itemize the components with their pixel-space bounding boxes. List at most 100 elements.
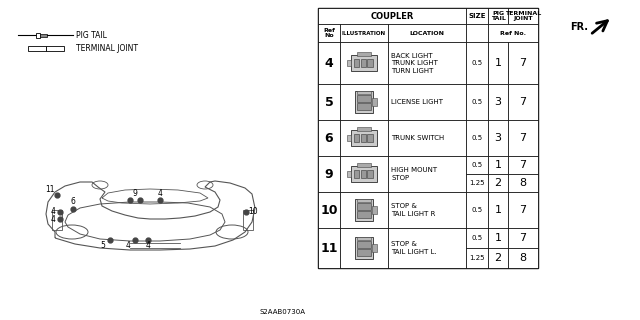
- Text: 0.5: 0.5: [472, 207, 483, 213]
- Text: 1: 1: [495, 58, 502, 68]
- Text: PIG TAIL: PIG TAIL: [76, 30, 107, 39]
- Text: STOP &
TAIL LIGHT L.: STOP & TAIL LIGHT L.: [391, 241, 436, 255]
- Text: 0.5: 0.5: [472, 135, 483, 141]
- Bar: [466, 156, 488, 174]
- Text: 7: 7: [520, 205, 527, 215]
- Bar: [318, 84, 340, 120]
- Text: LOCATION: LOCATION: [410, 30, 445, 36]
- Text: Ref No.: Ref No.: [500, 30, 526, 36]
- Text: 10: 10: [320, 204, 338, 217]
- Bar: [508, 8, 538, 24]
- Bar: [357, 203, 371, 210]
- Bar: [340, 120, 388, 156]
- Bar: [466, 228, 488, 248]
- Bar: [52, 210, 62, 230]
- Bar: [488, 192, 508, 228]
- Bar: [355, 91, 373, 113]
- Bar: [508, 174, 538, 192]
- Bar: [357, 237, 371, 240]
- Text: Ref
No: Ref No: [323, 28, 335, 38]
- Text: 10: 10: [248, 207, 258, 217]
- Bar: [388, 156, 466, 192]
- Bar: [354, 134, 359, 142]
- Bar: [46, 45, 64, 51]
- Text: S2AAB0730A: S2AAB0730A: [259, 309, 305, 315]
- Bar: [488, 120, 508, 156]
- Text: 4: 4: [51, 215, 56, 225]
- Text: ILLUSTRATION: ILLUSTRATION: [342, 30, 386, 36]
- Bar: [508, 248, 538, 268]
- Bar: [340, 84, 388, 120]
- Bar: [318, 42, 340, 84]
- Text: 4: 4: [51, 207, 56, 217]
- Bar: [36, 33, 40, 37]
- Text: 2: 2: [495, 253, 502, 263]
- Text: FR.: FR.: [570, 22, 588, 32]
- Text: 0.5: 0.5: [472, 60, 483, 66]
- Bar: [388, 84, 466, 120]
- Text: 1: 1: [495, 233, 502, 243]
- Bar: [372, 244, 377, 252]
- Bar: [466, 192, 488, 228]
- Text: 4: 4: [157, 188, 163, 197]
- Bar: [340, 24, 388, 42]
- Bar: [508, 84, 538, 120]
- Bar: [351, 130, 377, 146]
- Bar: [508, 228, 538, 248]
- Bar: [488, 228, 508, 248]
- Text: 4: 4: [145, 241, 150, 250]
- Bar: [508, 156, 538, 174]
- Bar: [347, 171, 351, 177]
- Bar: [466, 248, 488, 268]
- Bar: [357, 249, 371, 256]
- Text: 8: 8: [520, 178, 527, 188]
- Text: 7: 7: [520, 97, 527, 107]
- Text: 1.25: 1.25: [469, 180, 484, 186]
- Bar: [466, 24, 488, 42]
- Bar: [488, 174, 508, 192]
- Bar: [508, 192, 538, 228]
- Bar: [318, 156, 340, 192]
- Text: 11: 11: [45, 185, 55, 194]
- Bar: [318, 120, 340, 156]
- Bar: [340, 192, 388, 228]
- Bar: [508, 120, 538, 156]
- Text: 7: 7: [520, 58, 527, 68]
- Text: 5: 5: [324, 95, 333, 108]
- Bar: [340, 228, 388, 268]
- Bar: [466, 120, 488, 156]
- Text: 9: 9: [324, 167, 333, 180]
- Bar: [466, 84, 488, 120]
- Bar: [388, 192, 466, 228]
- Bar: [367, 170, 372, 179]
- Bar: [340, 156, 388, 192]
- Text: COUPLER: COUPLER: [371, 12, 413, 20]
- Text: 6: 6: [70, 197, 76, 206]
- Text: SIZE: SIZE: [468, 13, 486, 19]
- Bar: [361, 134, 366, 142]
- Bar: [466, 174, 488, 192]
- Bar: [357, 241, 371, 248]
- Text: TRUNK SWITCH: TRUNK SWITCH: [391, 135, 444, 141]
- Bar: [357, 91, 371, 94]
- Text: 3: 3: [495, 97, 502, 107]
- Bar: [361, 170, 366, 179]
- Bar: [357, 103, 371, 110]
- Text: 3: 3: [495, 133, 502, 143]
- Text: 2: 2: [495, 178, 502, 188]
- Bar: [357, 127, 371, 131]
- Bar: [318, 228, 340, 268]
- Bar: [508, 42, 538, 84]
- Bar: [318, 192, 340, 228]
- Bar: [354, 59, 359, 68]
- Text: 7: 7: [520, 133, 527, 143]
- Bar: [372, 206, 377, 214]
- Bar: [351, 166, 377, 182]
- Bar: [388, 24, 466, 42]
- Bar: [357, 52, 371, 56]
- Bar: [488, 156, 508, 174]
- Text: 0.5: 0.5: [472, 99, 483, 105]
- Bar: [372, 98, 377, 106]
- Text: TERMINAL
JOINT: TERMINAL JOINT: [505, 11, 541, 21]
- Text: PIG
TAIL: PIG TAIL: [491, 11, 506, 21]
